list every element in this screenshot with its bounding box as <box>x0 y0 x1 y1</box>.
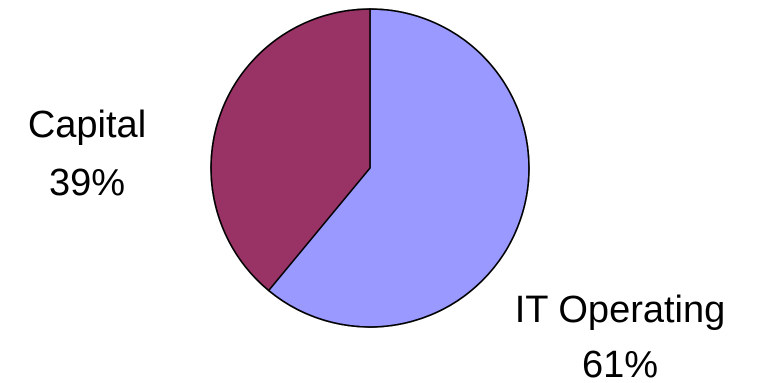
pie-outline <box>210 8 530 328</box>
pie-slices <box>210 8 530 328</box>
slice-label-it-operating-name: IT Operating <box>515 289 726 331</box>
slice-label-capital-percent: 39% <box>49 162 125 204</box>
slice-label-it-operating-percent: 61% <box>582 344 658 383</box>
slice-label-capital-name: Capital <box>28 104 146 146</box>
